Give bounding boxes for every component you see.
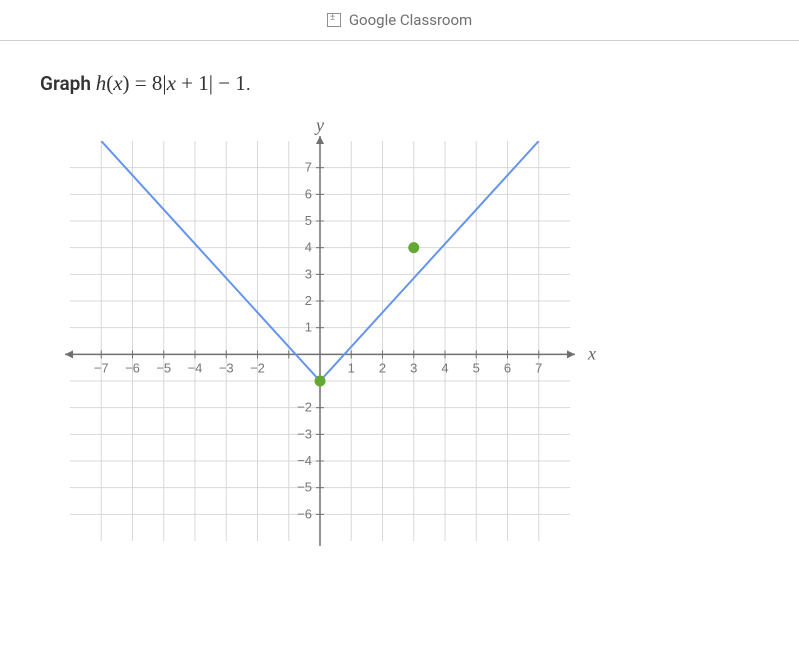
svg-text:4: 4	[305, 240, 312, 255]
question-math: h(x) = 8|x + 1| − 1	[96, 71, 246, 95]
svg-text:−6: −6	[125, 360, 140, 375]
svg-text:−2: −2	[250, 360, 265, 375]
svg-text:4: 4	[441, 360, 448, 375]
svg-text:−4: −4	[188, 360, 203, 375]
svg-text:−7: −7	[94, 360, 109, 375]
svg-text:−4: −4	[297, 453, 312, 468]
svg-text:−3: −3	[219, 360, 234, 375]
drag-point-0[interactable]	[315, 376, 325, 386]
svg-text:2: 2	[305, 293, 312, 308]
svg-text:5: 5	[305, 213, 312, 228]
svg-text:x: x	[587, 343, 596, 363]
drag-point-1[interactable]	[409, 243, 419, 253]
svg-text:y: y	[314, 121, 324, 135]
svg-text:3: 3	[410, 360, 417, 375]
chart-container[interactable]: −7 −6 −5 −4 −3 −2 1 2 3 4 5 6 7 −6 −5 −4 −3 −2 1 2 3 4 5 6 7 y x	[40, 121, 640, 601]
question-text: Graph h(x) = 8|x + 1| − 1.	[40, 71, 759, 96]
svg-text:7: 7	[535, 360, 542, 375]
svg-text:−5: −5	[156, 360, 171, 375]
svg-text:5: 5	[473, 360, 480, 375]
question-prefix: Graph	[40, 72, 96, 95]
svg-text:6: 6	[504, 360, 511, 375]
classroom-icon	[327, 13, 341, 27]
svg-text:2: 2	[379, 360, 386, 375]
content-area: Graph h(x) = 8|x + 1| − 1. −7 −6 −5 −4 −3 −2 1…	[0, 41, 799, 646]
coordinate-plane[interactable]: −7 −6 −5 −4 −3 −2 1 2 3 4 5 6 7 −6 −5 −4 −3 −2 1 2 3 4 5 6 7 y x	[40, 121, 600, 561]
svg-text:−6: −6	[297, 506, 312, 521]
svg-text:−3: −3	[297, 426, 312, 441]
svg-text:1: 1	[348, 360, 355, 375]
header-label: Google Classroom	[349, 11, 472, 29]
svg-text:3: 3	[305, 266, 312, 281]
svg-text:−2: −2	[297, 400, 312, 415]
svg-text:6: 6	[305, 186, 312, 201]
svg-text:1: 1	[305, 320, 312, 335]
header-bar: Google Classroom	[0, 0, 799, 40]
svg-text:7: 7	[305, 160, 312, 175]
svg-text:−5: −5	[297, 480, 312, 495]
